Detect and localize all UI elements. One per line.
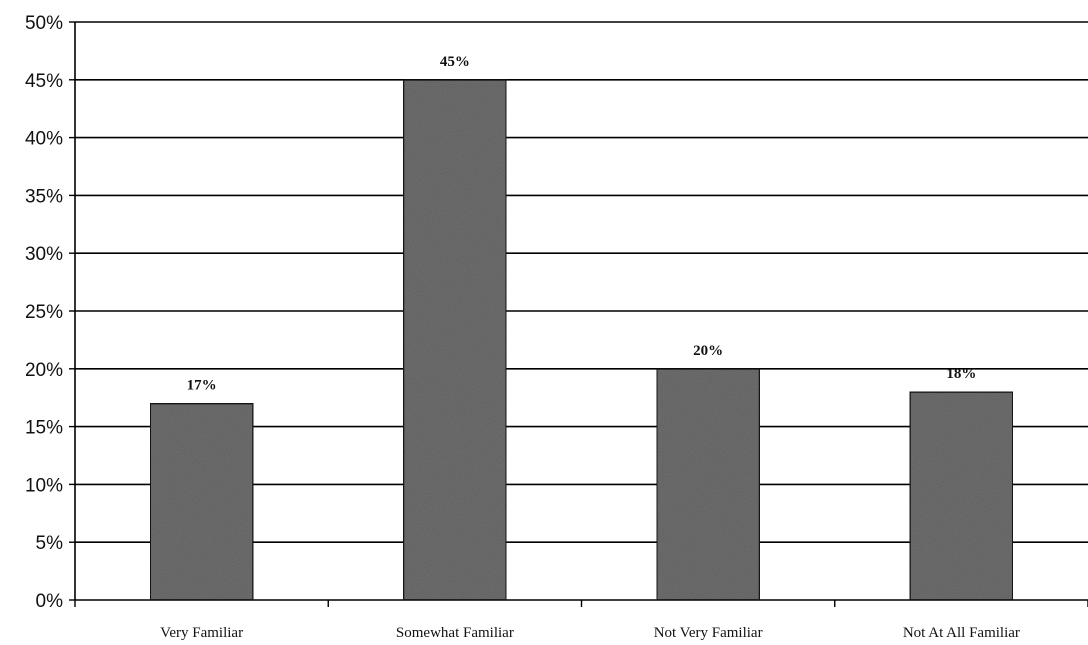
y-tick-label: 20% xyxy=(25,360,63,381)
bar-very-familiar xyxy=(149,402,255,601)
y-tick-label: 40% xyxy=(25,129,63,150)
data-labels: 17% 45% 20% 18% xyxy=(187,54,977,394)
data-label-not-at-all-familiar: 18% xyxy=(946,366,976,382)
data-label-somewhat-familiar: 45% xyxy=(440,54,470,70)
y-tick-label: 10% xyxy=(25,475,63,496)
y-tick-label: 5% xyxy=(36,533,64,554)
y-tick-label: 30% xyxy=(25,244,63,265)
y-tick-label: 0% xyxy=(36,591,64,612)
y-tick-label: 50% xyxy=(25,13,63,34)
data-label-very-familiar: 17% xyxy=(187,377,217,393)
bars xyxy=(149,78,1014,601)
x-tick-label-not-very-familiar: Not Very Familiar xyxy=(654,625,763,641)
y-tick-label: 15% xyxy=(25,418,63,439)
x-axis-tick-labels: Very Familiar Somewhat Familiar Not Very F… xyxy=(160,625,1020,641)
x-tick-label-somewhat-familiar: Somewhat Familiar xyxy=(396,625,514,641)
data-label-not-very-familiar: 20% xyxy=(693,343,723,359)
bar-somewhat-familiar xyxy=(402,78,508,601)
x-tick-label-not-at-all-familiar: Not At All Familiar xyxy=(903,625,1020,641)
y-tick-label: 35% xyxy=(25,186,63,207)
x-tick-label-very-familiar: Very Familiar xyxy=(160,625,243,641)
bar-not-at-all-familiar xyxy=(908,391,1014,601)
y-axis-tick-labels: 0% 5% 10% 15% 20% 25% 30% 35% 40% 45% 50% xyxy=(25,13,63,612)
y-tick-label: 45% xyxy=(25,71,63,92)
bar-not-very-familiar xyxy=(655,367,761,601)
y-tick-label: 25% xyxy=(25,302,63,323)
